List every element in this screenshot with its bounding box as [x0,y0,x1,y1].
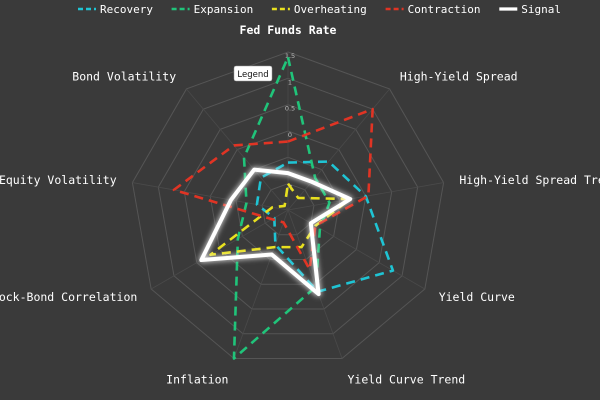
axis-label: Yield Curve [439,290,515,304]
tick-label: 0.5 [285,105,295,113]
legend-title-box: Legend [233,65,273,82]
grid-ring [183,104,393,310]
legend-entry: Expansion [194,3,254,16]
legend-entry: Recovery [100,3,153,16]
series-signal-line [199,167,353,297]
tick-label: 1 [288,78,292,86]
axis-label: Inflation [166,373,228,387]
legend-entry: Overheating [294,3,367,16]
radial-ticks: -100.511.5 [285,52,295,192]
legend-entry: Contraction [408,3,481,16]
axis-label: Fed Funds Rate [240,23,337,37]
grid-spoke [132,182,289,211]
series-group [172,55,395,360]
series-contraction-line [172,107,374,271]
legend-title: Legend [237,70,268,80]
tick-label: 1.5 [285,52,295,60]
axis-label: Stock-Bond Correlation [0,290,137,304]
tick-label: 0 [288,131,292,139]
series-overheating-line [209,182,352,257]
legend-entry: Signal [521,3,561,16]
grid-ring [261,183,315,236]
grid-spoke [287,209,426,290]
radar-grid [131,51,445,359]
grid-spoke [150,209,289,290]
axis-label: High-Yield Spread Trend [459,173,600,187]
axis-label: Bond Volatility [72,70,176,84]
grid-spoke [287,209,343,359]
grid-ring [131,51,445,359]
axis-label: High-Yield Spread [400,70,518,84]
grid-spoke [233,209,289,359]
axis-label: Yield Curve Trend [348,373,466,387]
axis-label: Equity Volatility [0,173,117,187]
series-expansion-line [232,55,331,360]
grid-ring [209,130,367,285]
legend: Recovery Expansion Overheating Contraction S… [78,3,561,16]
series-recovery-line [255,160,395,293]
grid-spoke [186,88,289,211]
axis-labels: Fed Funds Rate High-Yield Spread High-Yiel… [0,23,600,387]
grid-ring [157,77,419,335]
